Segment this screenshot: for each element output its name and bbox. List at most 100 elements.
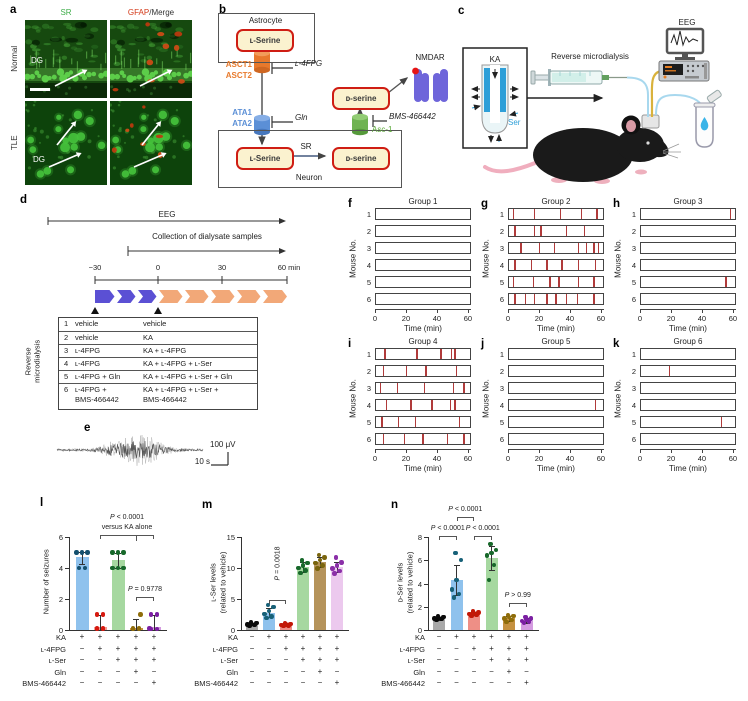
raster-ylabel: Mouse No.: [613, 379, 623, 418]
mouse-number: 1: [631, 350, 636, 359]
p-value-label: P < 0.0001: [109, 513, 145, 521]
x-tick: [670, 449, 672, 453]
data-point: [322, 555, 327, 560]
astrocyte-label: Astrocyte: [248, 16, 283, 25]
raster-title: Group 6: [673, 337, 703, 346]
seizure-tick: [553, 243, 556, 253]
raster-row: [640, 433, 736, 445]
mouse-number: 1: [631, 210, 636, 219]
data-point: [435, 613, 441, 619]
l-serine-pill-astrocyte: ʟ-Serine: [236, 29, 294, 52]
data-point: [505, 612, 511, 618]
collection-tube-icon: [693, 89, 722, 148]
condition-label: ʟ-4FPG: [212, 644, 238, 654]
error-cap: [523, 623, 530, 625]
data-point: [300, 563, 306, 568]
condition-label: Gln: [54, 667, 66, 677]
y-tick: [65, 599, 70, 600]
condition-label: Gln: [413, 667, 425, 677]
error-cap: [488, 569, 495, 571]
mouse-number: 6: [499, 295, 504, 304]
error-cap: [506, 620, 512, 622]
seizure-tick: [546, 294, 548, 304]
sig-bracket: [509, 602, 527, 604]
panel-letter-l: l: [40, 497, 44, 509]
condition-sign: +: [300, 643, 306, 653]
data-point: [316, 552, 322, 558]
seizure-tick: [596, 209, 598, 219]
seizure-tick: [594, 260, 597, 270]
post-treatment: KA + ʟ-4FPG: [143, 346, 187, 355]
seizure-tick: [382, 434, 385, 444]
eeg-setup-label: EEG: [678, 18, 696, 27]
seizure-tick: [455, 366, 458, 376]
seizure-tick: [422, 434, 424, 444]
post-treatment: KA + ʟ-4FPG + ʟ-Ser + Gln: [143, 372, 233, 381]
raster-x-axis: [375, 449, 471, 450]
panel-letter-j: j: [481, 338, 485, 350]
raster-row: [640, 259, 736, 271]
error-cap: [317, 567, 323, 569]
mouse-number: 5: [499, 278, 504, 287]
seizure-tick: [585, 243, 587, 253]
micrograph-tle-sr: [23, 99, 108, 190]
data-point: [100, 626, 105, 631]
data-point: [131, 626, 136, 631]
x-tick-label: 20: [534, 314, 544, 323]
seizure-tick: [725, 277, 727, 287]
x-tick-label: 0: [505, 314, 511, 323]
error-cap: [453, 595, 460, 597]
condition-sign: −: [79, 655, 85, 664]
condition-sign: −: [471, 678, 477, 687]
condition-sign: −: [524, 666, 529, 676]
d-serine-pill-neuron: ᴅ-serine: [332, 147, 390, 170]
experiment-setup-illustration: [462, 27, 722, 184]
collection-label: Collection of dialysate samples: [152, 232, 262, 241]
treatment-table-row: 4 ʟ-4FPG KA + ʟ-4FPG + ʟ-Ser: [59, 357, 257, 371]
condition-sign: −: [436, 678, 442, 687]
p-value-label: P < 0.0001: [448, 505, 483, 513]
data-point: [82, 565, 87, 571]
panel-letter-c: c: [458, 5, 465, 17]
row-number: 3: [64, 346, 69, 355]
raster-row: [508, 416, 604, 428]
x-tick-label: 0: [637, 314, 643, 323]
panel-letter-n: n: [391, 499, 399, 511]
raster-row: [508, 365, 604, 377]
seizure-tick: [520, 243, 522, 253]
inhibition-gln: [271, 116, 293, 128]
seizure-tick: [463, 434, 465, 444]
mouse-number: 6: [366, 295, 371, 304]
mouse-number: 2: [631, 227, 636, 236]
mouse-number: 3: [499, 384, 504, 393]
bar: [111, 560, 125, 630]
data-point: [121, 550, 126, 555]
seizure-tick: [593, 294, 595, 304]
seizure-tick: [414, 417, 417, 427]
micrograph-image: [108, 99, 193, 185]
data-point: [519, 618, 525, 623]
bar: [280, 624, 292, 630]
asct-transporter-icon: [254, 53, 270, 70]
error-bar: [135, 619, 137, 630]
condition-sign: +: [334, 655, 340, 664]
row-number: 2: [64, 333, 69, 342]
data-point: [449, 587, 455, 592]
x-baseline: [242, 630, 349, 631]
x-tick: [640, 449, 641, 453]
condition-sign: +: [133, 666, 139, 676]
x-tick-label: 0: [372, 314, 378, 323]
data-point: [488, 541, 493, 547]
panel-letter-m: m: [202, 499, 213, 511]
seizure-tick: [398, 417, 400, 427]
scale-bar: [211, 452, 229, 466]
tick-30: 30: [217, 263, 227, 272]
condition-sign: +: [471, 643, 477, 653]
error-cap: [151, 615, 157, 617]
x-tick-label: 60: [463, 454, 473, 463]
y-tick-label: 0: [230, 626, 235, 635]
data-point: [493, 547, 499, 552]
seizure-tick: [514, 260, 516, 270]
data-point: [439, 616, 444, 622]
